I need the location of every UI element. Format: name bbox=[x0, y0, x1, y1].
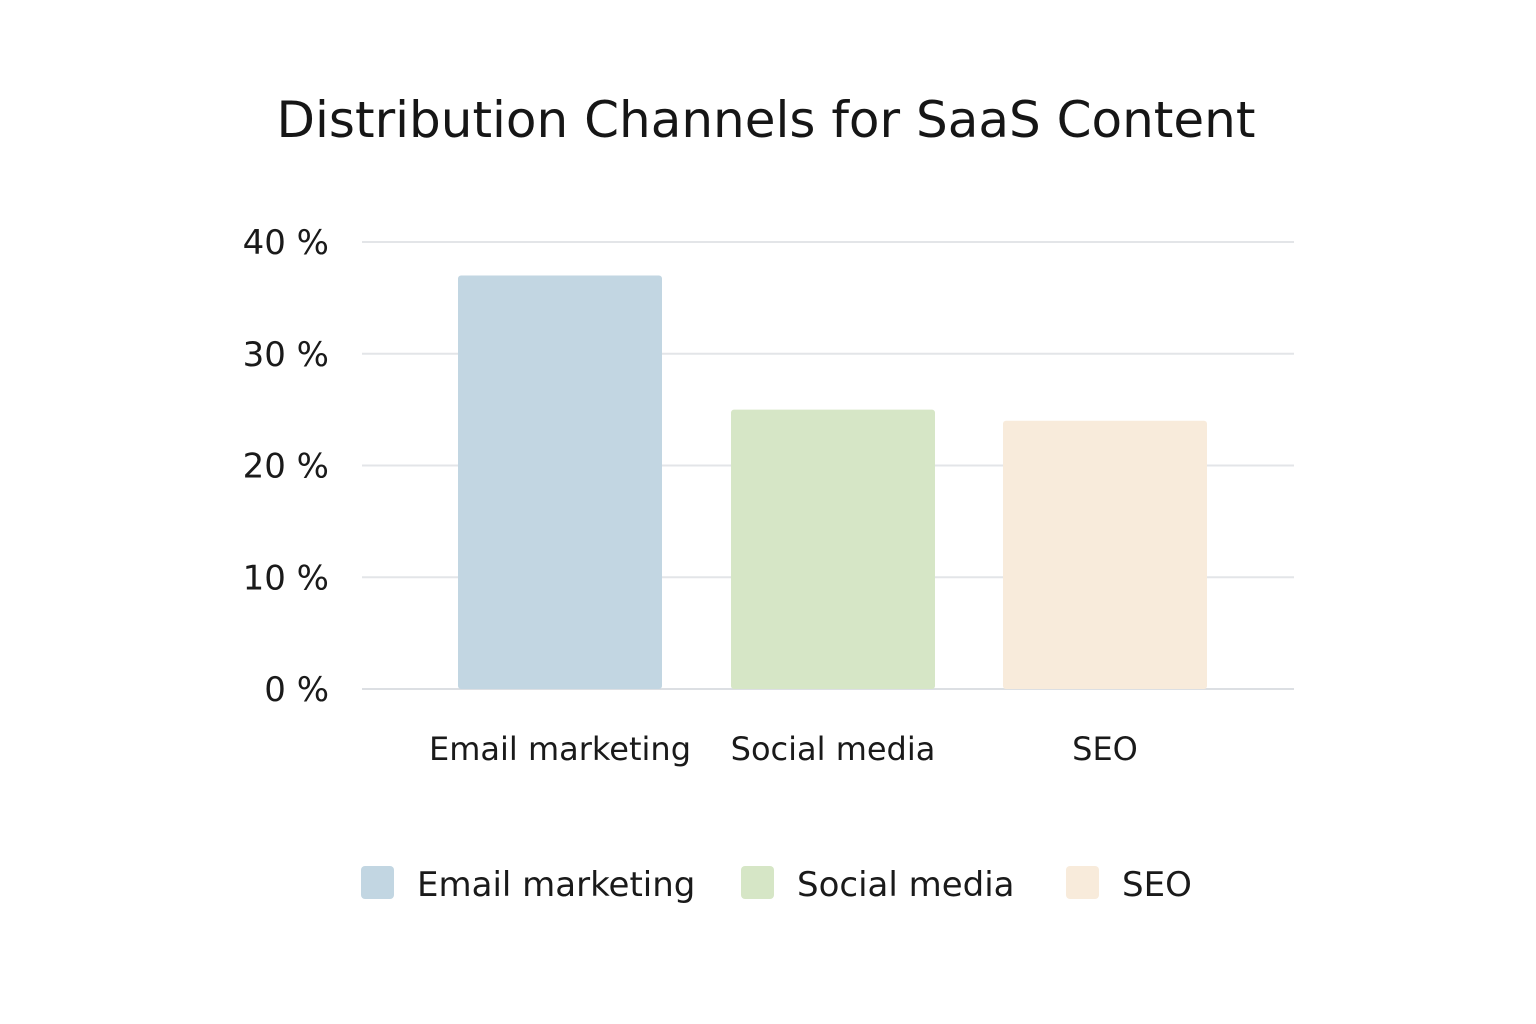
legend: Email marketing Social media SEO bbox=[361, 865, 1192, 905]
legend-label: Social media bbox=[797, 865, 1015, 905]
legend-swatch bbox=[741, 866, 774, 899]
x-tick-label: SEO bbox=[1072, 730, 1138, 768]
y-axis-ticks: 0 % 10 % 20 % 30 % 40 % bbox=[243, 223, 329, 710]
bars bbox=[458, 275, 1207, 689]
y-tick-label: 10 % bbox=[243, 558, 329, 598]
legend-swatch bbox=[361, 866, 394, 899]
y-tick-label: 30 % bbox=[243, 335, 329, 375]
bar-social-media bbox=[731, 409, 935, 689]
bar-seo bbox=[1003, 420, 1207, 689]
legend-label: SEO bbox=[1122, 865, 1192, 905]
y-tick-label: 0 % bbox=[264, 670, 329, 710]
x-axis-labels: Email marketing Social media SEO bbox=[429, 730, 1138, 768]
x-tick-label: Email marketing bbox=[429, 730, 691, 768]
x-tick-label: Social media bbox=[731, 730, 936, 768]
legend-swatch bbox=[1066, 866, 1099, 899]
legend-label: Email marketing bbox=[417, 865, 695, 905]
bar-email-marketing bbox=[458, 275, 662, 689]
y-tick-label: 40 % bbox=[243, 223, 329, 263]
chart-title: Distribution Channels for SaaS Content bbox=[277, 91, 1256, 149]
y-tick-label: 20 % bbox=[243, 447, 329, 487]
